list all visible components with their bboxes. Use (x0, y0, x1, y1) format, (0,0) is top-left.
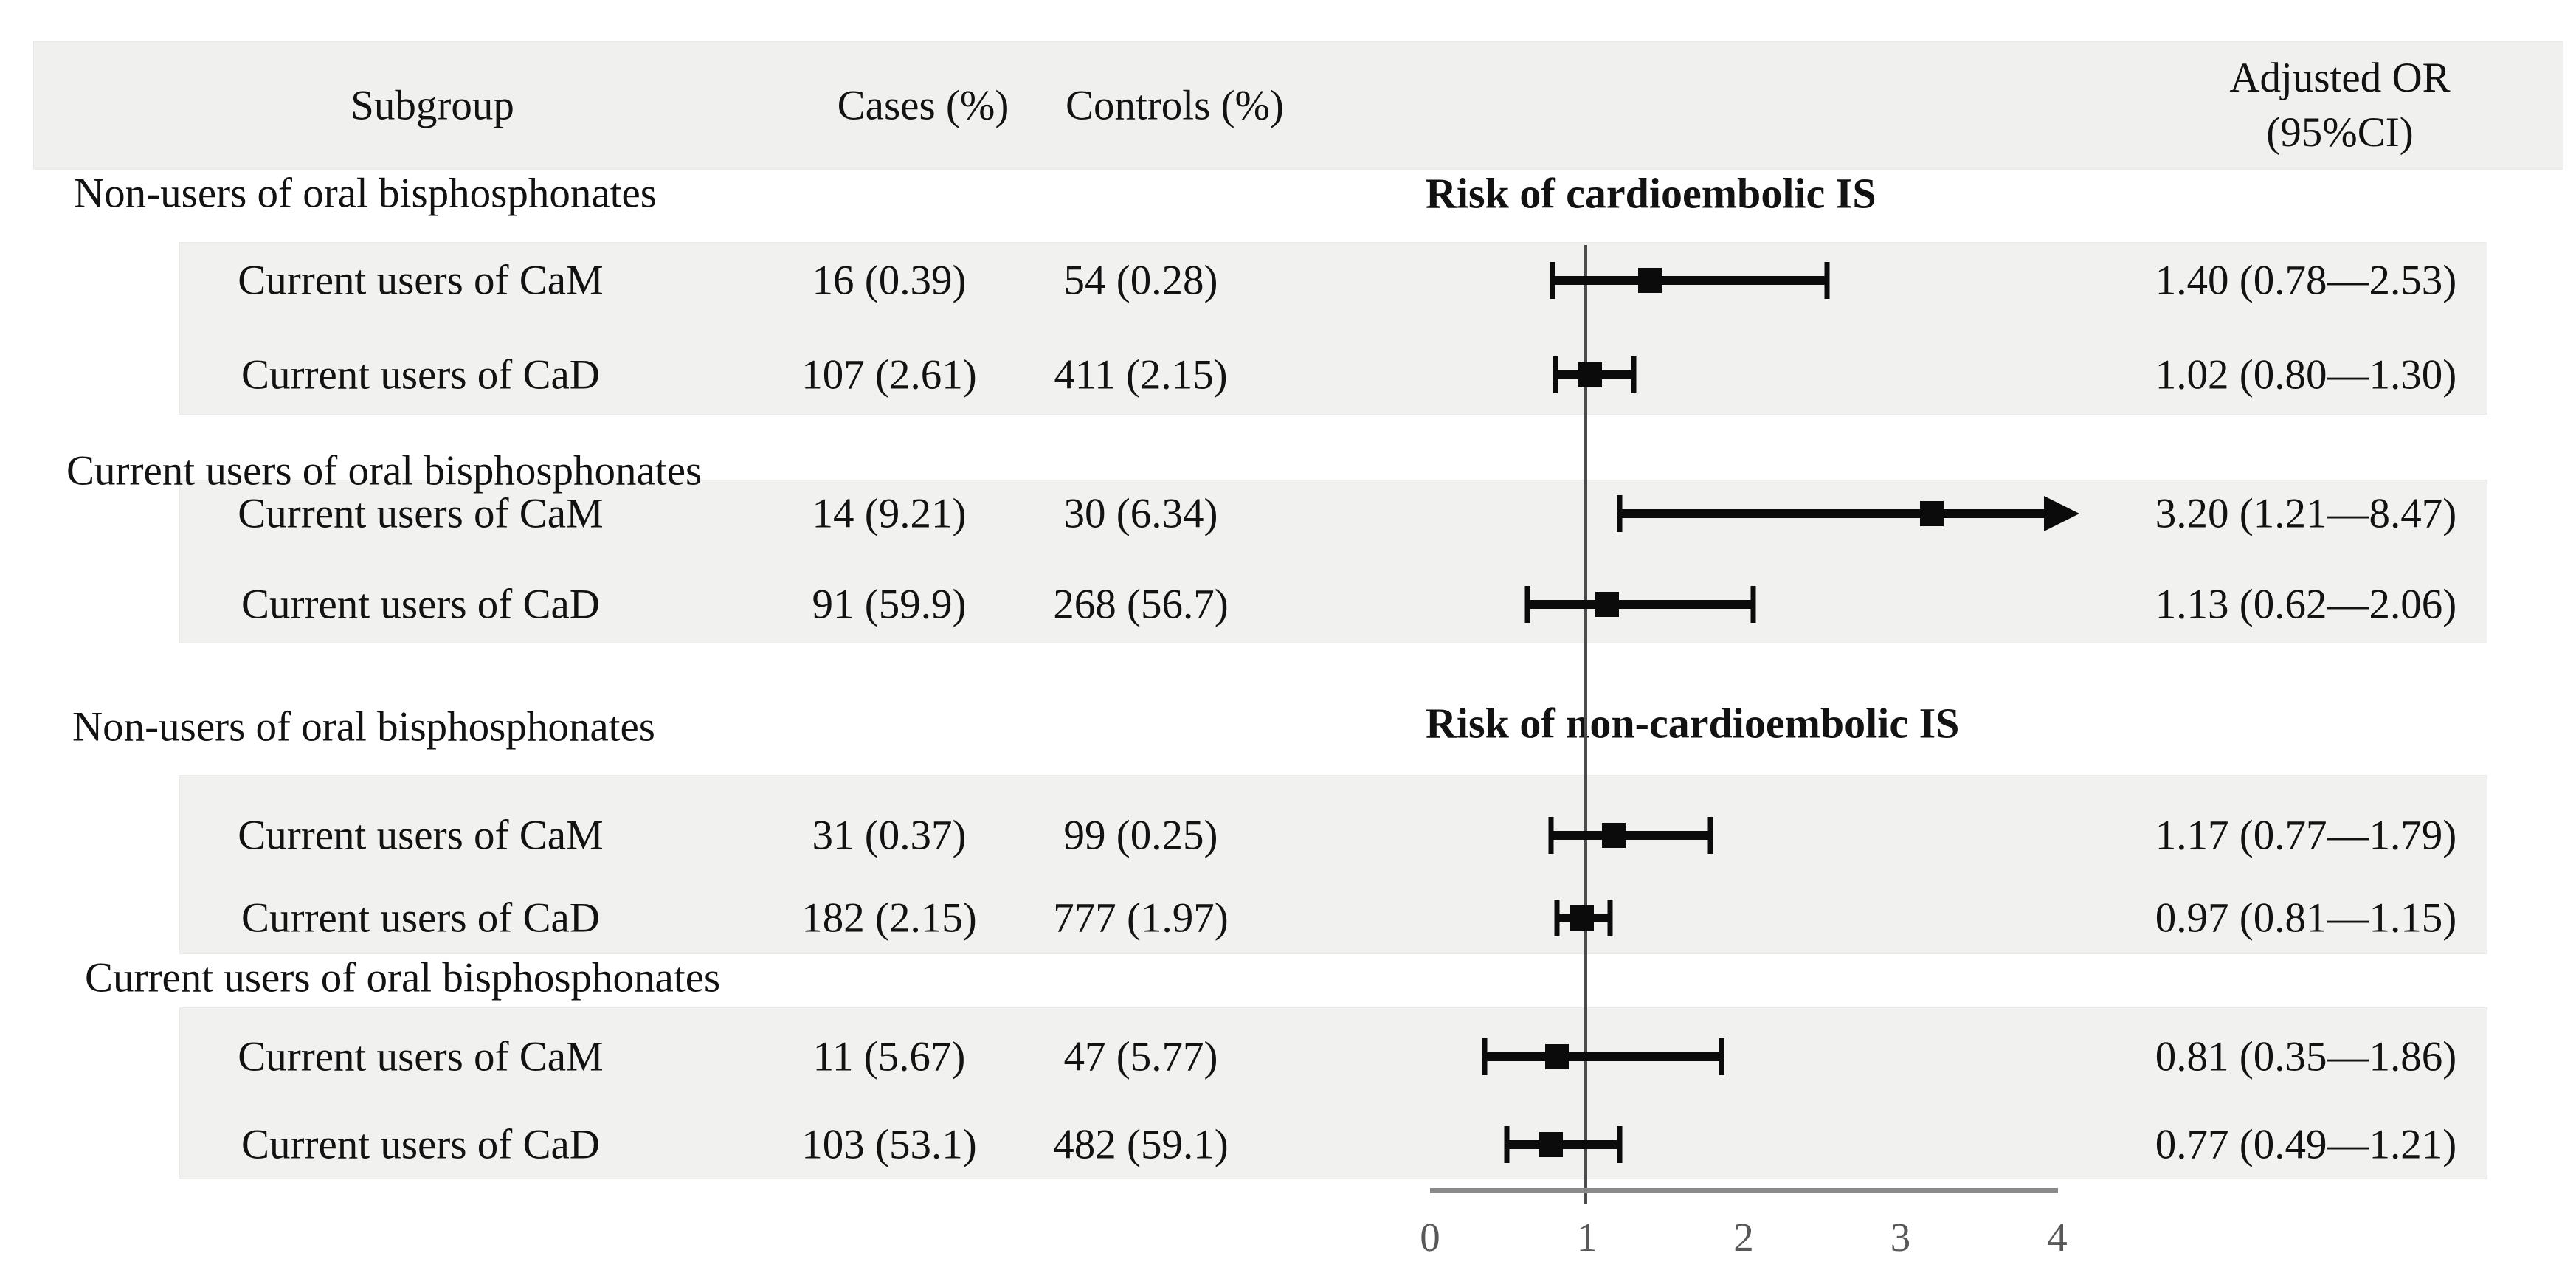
cases-value: 11 (5.67) (812, 1033, 966, 1080)
row-band-cardio-bpusers (179, 480, 2487, 644)
cases-value: 14 (9.21) (812, 490, 967, 537)
cases-value: 107 (2.61) (801, 351, 977, 398)
ci-square (1578, 362, 1602, 387)
ci-square (1545, 1044, 1570, 1069)
x-tick-label: 4 (2047, 1215, 2068, 1260)
ci-cap-left (1617, 495, 1623, 532)
or-ci-value: 3.20 (1.21—8.47) (2155, 490, 2457, 537)
header-controls: Controls (%) (1065, 82, 1285, 129)
table-header-band: Subgroup Cases (%) Controls (%) Adjusted… (33, 41, 2563, 170)
ci-square (1920, 501, 1944, 526)
cases-value: 182 (2.15) (801, 894, 977, 942)
cases-value: 103 (53.1) (801, 1121, 977, 1168)
controls-value: 30 (6.34) (1063, 490, 1218, 537)
x-tick-label: 1 (1576, 1215, 1598, 1260)
or-ci-value: 0.81 (0.35—1.86) (2155, 1033, 2457, 1080)
or-ci-value: 1.17 (0.77—1.79) (2155, 812, 2457, 859)
row-label: Current users of CaM (238, 812, 604, 859)
controls-value: 268 (56.7) (1053, 581, 1229, 628)
ci-bar (1507, 1140, 1620, 1149)
ci-cap-left (1524, 586, 1530, 623)
ci-cap-right (1750, 586, 1756, 623)
row-band-noncardio-bpusers (179, 1007, 2487, 1179)
row-label: Current users of CaD (241, 351, 600, 398)
controls-value: 47 (5.77) (1063, 1033, 1218, 1080)
row-label: Current users of CaM (238, 490, 604, 537)
ci-cap-right (1607, 900, 1613, 936)
x-tick-label: 0 (1420, 1215, 1440, 1260)
cases-value: 91 (59.9) (812, 581, 967, 628)
ci-square (1595, 592, 1620, 617)
ci-bar (1485, 1052, 1722, 1061)
ci-bar (1550, 831, 1711, 840)
header-cases: Cases (%) (837, 82, 1009, 129)
cases-value: 31 (0.37) (812, 812, 967, 859)
or-ci-value: 0.97 (0.81—1.15) (2155, 894, 2457, 942)
ci-cap-right (1824, 262, 1830, 299)
group-label: Non-users of oral bisphosphonates (74, 170, 657, 217)
section-title: Risk of non-cardioembolic IS (1426, 699, 1960, 748)
ci-cap-left (1550, 262, 1555, 299)
ci-bar (1552, 276, 1827, 285)
ci-arrowhead (2044, 496, 2079, 531)
ci-cap-left (1548, 817, 1554, 854)
row-band-noncardio-nonusers (179, 775, 2487, 954)
row-label: Current users of CaD (241, 1121, 600, 1168)
row-label: Current users of CaM (238, 1033, 604, 1080)
row-label: Current users of CaM (238, 257, 604, 304)
cases-value: 16 (0.39) (812, 257, 967, 304)
or-ci-value: 1.40 (0.78—2.53) (2155, 257, 2457, 304)
header-adjusted-or-line1: Adjusted OR (2229, 55, 2451, 101)
x-axis-line (1430, 1188, 2058, 1193)
ci-square (1539, 1132, 1563, 1157)
or-ci-value: 0.77 (0.49—1.21) (2155, 1121, 2457, 1168)
ci-cap-right (1707, 817, 1713, 854)
ci-cap-right (1617, 1126, 1623, 1163)
or-ci-value: 1.02 (0.80—1.30) (2155, 351, 2457, 398)
controls-value: 482 (59.1) (1053, 1121, 1229, 1168)
row-label: Current users of CaD (241, 581, 600, 628)
x-tick-label: 3 (1890, 1215, 1911, 1260)
controls-value: 411 (2.15) (1054, 351, 1228, 398)
group-label: Non-users of oral bisphosphonates (72, 703, 655, 751)
group-label: Current users of oral bisphosphonates (85, 954, 721, 1001)
row-label: Current users of CaD (241, 894, 600, 942)
group-label: Current users of oral bisphosphonates (66, 447, 702, 494)
ci-square (1570, 905, 1595, 931)
header-subgroup: Subgroup (351, 82, 514, 129)
header-adjusted-or-line2: (95%CI) (2266, 109, 2414, 156)
ci-cap-left (1553, 356, 1558, 393)
section-title: Risk of cardioembolic IS (1426, 169, 1876, 218)
row-band-cardio-nonusers (179, 242, 2487, 415)
ci-cap-left (1504, 1126, 1510, 1163)
controls-value: 777 (1.97) (1053, 894, 1229, 942)
ci-square (1637, 268, 1662, 293)
x-tick-label: 2 (1733, 1215, 1754, 1260)
reference-line-or-1 (1584, 245, 1587, 1204)
ci-square (1601, 823, 1626, 848)
ci-cap-right (1631, 356, 1637, 393)
controls-value: 99 (0.25) (1063, 812, 1218, 859)
ci-bar (1527, 600, 1753, 609)
controls-value: 54 (0.28) (1063, 257, 1218, 304)
header-adjusted-or: Adjusted OR (95%CI) (2155, 51, 2524, 160)
ci-cap-left (1482, 1038, 1488, 1075)
or-ci-value: 1.13 (0.62—2.06) (2155, 581, 2457, 628)
ci-cap-left (1554, 900, 1560, 936)
ci-cap-right (1719, 1038, 1724, 1075)
ci-bar (1620, 509, 2044, 518)
